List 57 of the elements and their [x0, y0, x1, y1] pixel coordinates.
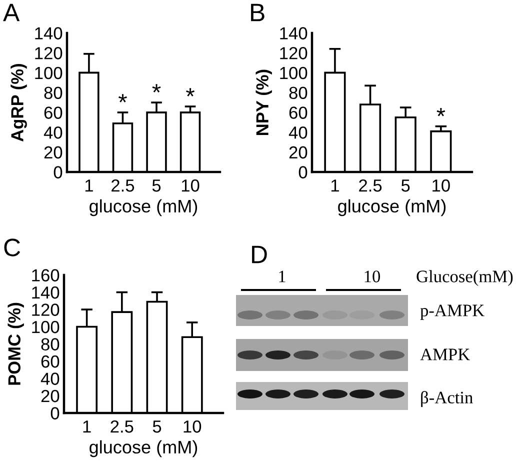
y-tick-label: 80 [289, 86, 308, 100]
x-tick-label: 2.5 [359, 179, 382, 192]
x-tick-label: 1 [331, 180, 339, 192]
text: 1 [279, 270, 286, 282]
y-tick-label: 80 [41, 338, 60, 350]
y-tick-label: 40 [288, 126, 308, 139]
x-axis-title: glucose (mM) [90, 440, 198, 458]
x-axis-title: glucose (mM) [90, 199, 198, 216]
y-tick-label: 60 [289, 106, 308, 119]
y-tick-label: 100 [35, 66, 62, 80]
x-tick-label: 5 [401, 180, 410, 192]
chart-title: B [251, 4, 264, 22]
y-tick-label: 20 [289, 146, 308, 159]
y-tick-label: 120 [35, 47, 62, 60]
x-tick-label: 1 [83, 420, 91, 433]
x-axis-title: glucose (mM) [338, 199, 446, 216]
y-tick-label: 60 [41, 355, 60, 368]
y-tick-label: 140 [35, 27, 62, 40]
y-tick-label: 140 [280, 27, 308, 40]
y-axis-title: POMC (%) [8, 302, 24, 385]
y-tick-label: 160 [32, 269, 60, 282]
y-tick-label: 0 [298, 166, 308, 178]
text: Glucose(mM) [416, 270, 513, 286]
x-tick-label: 5 [152, 420, 162, 433]
chart-title: C [4, 238, 20, 256]
x-tick-label: 10 [184, 420, 202, 433]
x-tick-label: 10 [432, 179, 450, 192]
y-tick-label: 120 [280, 47, 308, 60]
y-tick-label: 20 [41, 390, 60, 402]
y-tick-label: 40 [44, 126, 62, 139]
y-tick-label: 100 [280, 66, 308, 80]
x-tick-label: 5 [152, 180, 161, 192]
text: p-AMPK [420, 304, 484, 320]
y-axis-title: AgRP (%) [10, 64, 27, 142]
text: D [252, 246, 267, 264]
x-tick-label: 1 [85, 180, 93, 192]
y-tick-label: 20 [44, 146, 62, 159]
text: AMPK [420, 348, 470, 360]
y-tick-label: 40 [40, 372, 60, 385]
y-tick-label: 120 [32, 304, 60, 316]
y-tick-label: 0 [54, 166, 62, 178]
x-tick-label: 2.5 [112, 179, 134, 192]
y-tick-label: 80 [44, 86, 62, 100]
chart-title: A [3, 4, 20, 22]
x-tick-label: 2.5 [110, 420, 134, 433]
annotation: * [436, 108, 446, 116]
y-tick-label: 0 [50, 407, 60, 420]
annotation: * [152, 84, 161, 92]
annotation: * [186, 88, 195, 96]
y-tick-label: 140 [32, 286, 60, 299]
y-tick-label: 100 [32, 320, 60, 334]
y-tick-label: 60 [44, 106, 62, 119]
text: β-Actin [421, 391, 473, 407]
x-tick-label: 10 [182, 179, 200, 192]
y-axis-title: NPY (%) [256, 70, 272, 135]
text: 10 [364, 270, 380, 282]
annotation: * [118, 94, 127, 102]
